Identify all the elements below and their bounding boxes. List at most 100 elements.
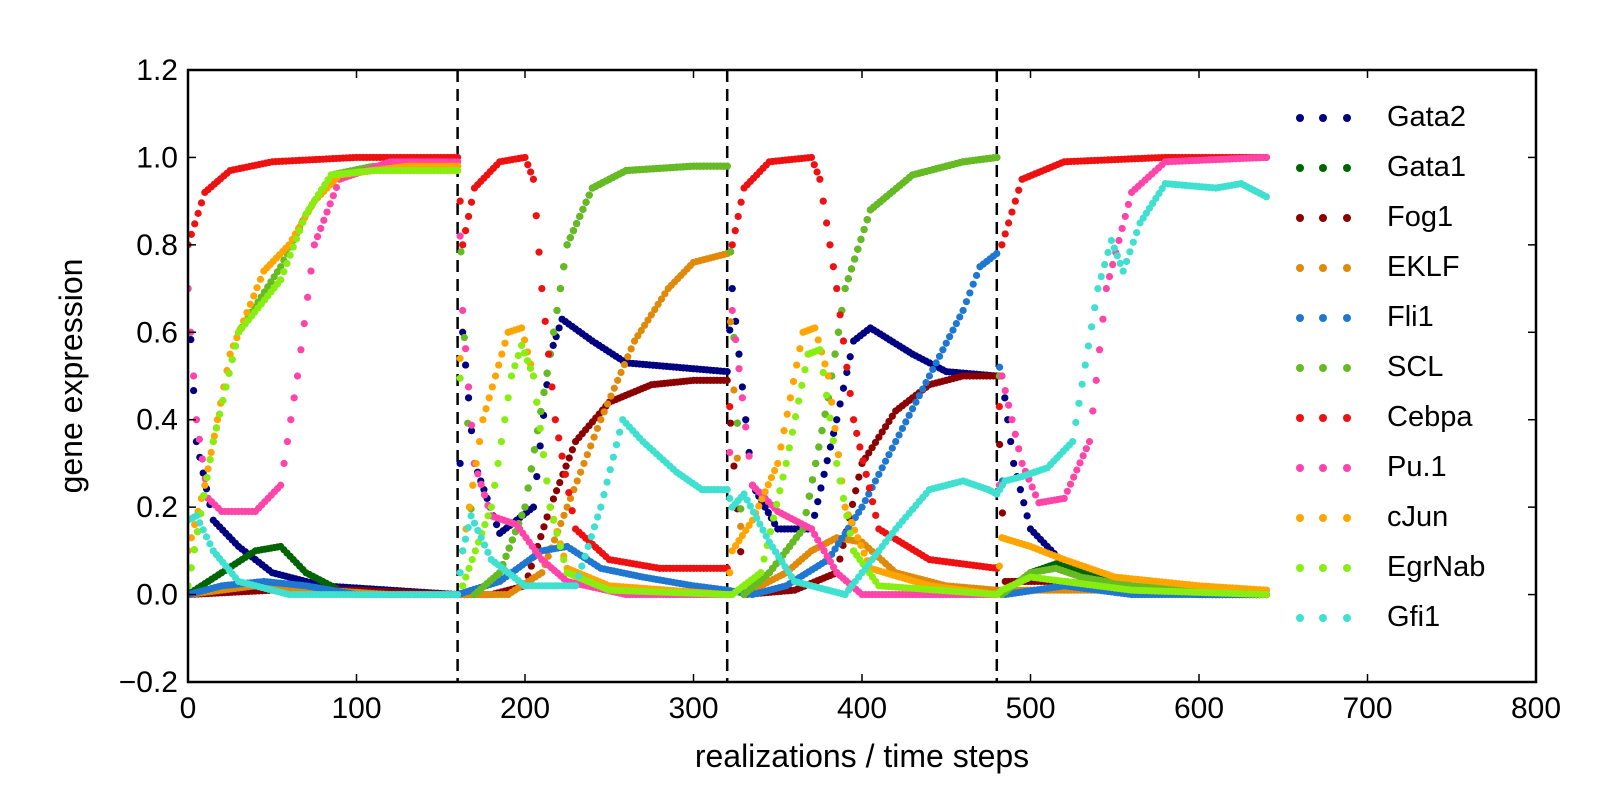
data-point — [566, 234, 574, 242]
y-axis-label: gene expression — [53, 259, 89, 494]
data-point — [888, 412, 896, 420]
data-point — [607, 392, 615, 400]
data-point — [872, 511, 880, 519]
data-point — [332, 183, 341, 192]
data-point — [475, 437, 484, 446]
data-point — [1060, 494, 1068, 502]
data-point — [993, 153, 1001, 162]
legend-marker — [1296, 414, 1304, 422]
data-point — [843, 363, 851, 371]
data-point — [597, 416, 605, 424]
data-point — [253, 284, 261, 292]
data-point — [767, 474, 776, 482]
legend-marker — [1343, 414, 1351, 422]
data-point — [782, 459, 790, 468]
data-point — [745, 452, 753, 460]
data-point — [1124, 200, 1133, 209]
data-point — [482, 405, 490, 413]
legend-marker — [1319, 214, 1327, 222]
data-point — [834, 328, 843, 336]
data-point — [197, 199, 206, 207]
data-point — [502, 552, 510, 560]
data-point — [723, 368, 731, 376]
x-tick-label: 600 — [1174, 692, 1224, 725]
data-point — [614, 376, 622, 384]
data-point — [481, 521, 489, 529]
data-point — [1109, 260, 1117, 269]
data-point — [610, 384, 618, 392]
y-tick-label: 0.4 — [136, 404, 178, 437]
data-point — [456, 354, 464, 363]
legend-label: Fli1 — [1387, 301, 1434, 333]
legend-marker — [1319, 414, 1327, 422]
data-point — [761, 503, 769, 511]
data-point — [292, 235, 301, 243]
data-point — [946, 333, 954, 341]
data-point — [562, 462, 570, 470]
data-point — [814, 336, 822, 344]
legend-marker — [1343, 314, 1351, 322]
data-point — [533, 472, 541, 481]
data-point — [1008, 416, 1016, 424]
data-point — [817, 541, 825, 549]
data-point — [761, 488, 769, 496]
data-point — [823, 457, 831, 465]
data-point — [587, 533, 595, 541]
data-point — [579, 205, 587, 213]
legend-item: Gata2 — [1296, 101, 1466, 133]
data-point — [565, 488, 573, 497]
data-point — [1075, 399, 1083, 407]
data-point — [580, 459, 588, 468]
data-point — [831, 545, 839, 553]
data-point — [888, 444, 896, 452]
data-point — [1133, 229, 1141, 237]
data-point — [1262, 193, 1270, 201]
data-point — [654, 300, 662, 308]
data-point — [491, 481, 499, 489]
data-point — [726, 569, 734, 577]
data-point — [726, 448, 734, 457]
data-point — [857, 235, 865, 243]
data-point — [836, 477, 844, 485]
data-point — [823, 552, 831, 560]
data-point — [1087, 323, 1096, 331]
data-point — [543, 513, 551, 521]
data-point — [548, 383, 556, 391]
data-point — [456, 232, 464, 240]
data-point — [905, 411, 913, 419]
data-point — [856, 443, 864, 451]
data-point — [225, 369, 233, 377]
data-point — [584, 542, 592, 551]
data-point — [195, 435, 203, 443]
y-tick-label: 1.2 — [136, 54, 178, 87]
data-point — [206, 540, 214, 548]
data-point — [875, 470, 883, 478]
data-point — [590, 523, 599, 531]
data-point — [207, 448, 215, 457]
data-point — [881, 457, 890, 465]
legend-marker — [1319, 264, 1327, 272]
data-point — [1063, 487, 1071, 495]
data-point — [313, 233, 322, 241]
legend-label: Gata2 — [1387, 101, 1466, 133]
data-point — [734, 212, 742, 221]
data-point — [280, 459, 288, 468]
data-point — [812, 459, 820, 468]
data-point — [802, 509, 810, 517]
data-point — [1010, 459, 1018, 468]
data-point — [556, 284, 564, 293]
data-point — [465, 503, 473, 511]
legend-marker — [1343, 464, 1351, 472]
data-point — [852, 487, 860, 495]
data-point — [770, 466, 779, 475]
data-point — [204, 465, 212, 473]
data-point — [532, 212, 540, 220]
data-point — [527, 465, 535, 473]
data-point — [1110, 244, 1118, 252]
data-point — [1101, 260, 1109, 269]
data-point — [1031, 491, 1040, 499]
data-point — [600, 408, 608, 416]
data-point — [814, 498, 822, 506]
data-point — [541, 317, 549, 325]
data-point — [791, 412, 800, 421]
